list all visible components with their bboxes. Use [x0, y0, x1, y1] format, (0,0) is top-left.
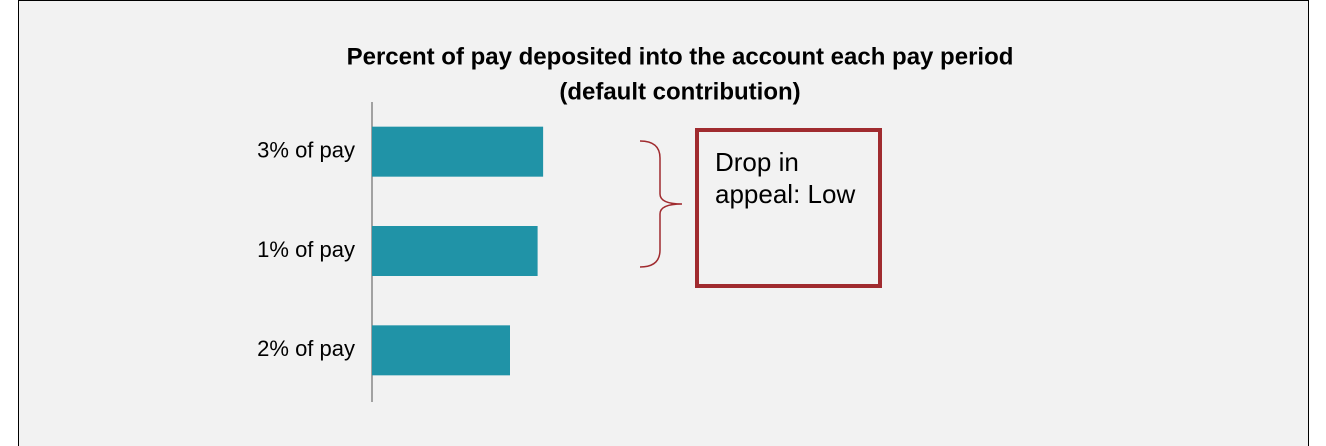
y-tick-label: 1% of pay [257, 237, 355, 262]
bar [372, 126, 544, 177]
bar [372, 325, 510, 376]
chart-frame [18, 0, 1309, 446]
y-tick-label: 2% of pay [257, 336, 355, 361]
annotation: Drop in appeal: Low [695, 128, 882, 288]
brace [639, 140, 683, 268]
chart-title: (default contribution) [559, 78, 800, 105]
y-tick-label: 3% of pay [257, 137, 355, 162]
chart-title: Percent of pay deposited into the accoun… [347, 43, 1014, 70]
bar [372, 226, 538, 276]
